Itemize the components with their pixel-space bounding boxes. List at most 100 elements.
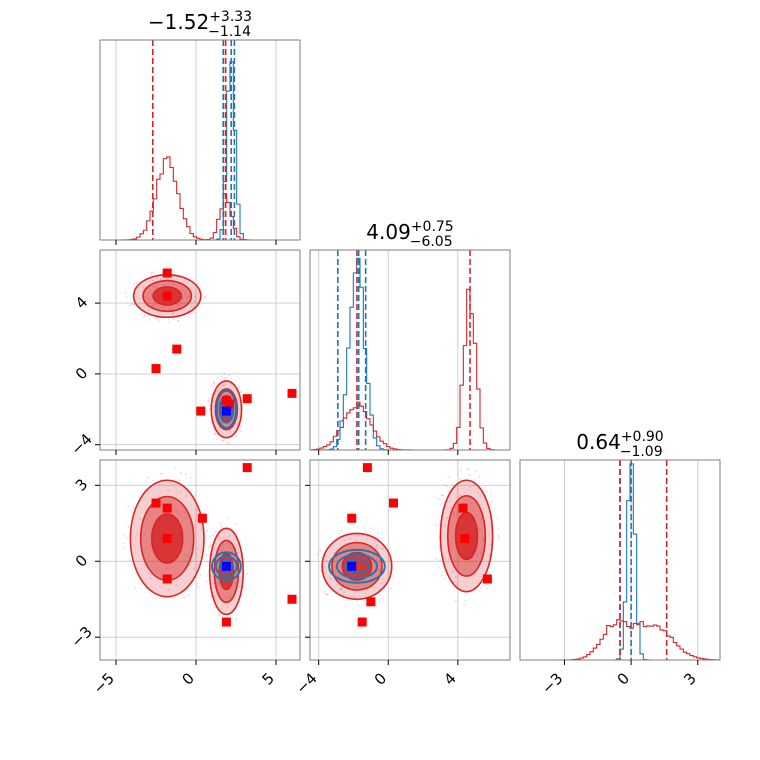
sample-point xyxy=(235,435,237,438)
sample-point xyxy=(226,606,229,608)
panel-title-2: 0.64+0.90 −1.09 xyxy=(576,429,663,460)
sample-point xyxy=(463,501,465,504)
x-tick-label: 4 xyxy=(440,669,459,688)
sample-point xyxy=(208,401,210,403)
sample-point xyxy=(182,297,184,299)
sample-point xyxy=(196,547,199,550)
sample-point xyxy=(172,307,175,310)
sample-point xyxy=(214,595,216,598)
sample-point xyxy=(219,613,221,616)
sample-point xyxy=(205,580,208,583)
sample-point xyxy=(375,545,378,548)
sample-point xyxy=(123,546,126,549)
sample-point xyxy=(216,389,219,392)
density-group xyxy=(316,463,500,627)
sample-point xyxy=(222,543,225,545)
sample-point xyxy=(464,599,467,602)
sample-point xyxy=(211,534,214,537)
sample-point xyxy=(474,470,477,473)
sample-point xyxy=(188,296,190,298)
sample-point xyxy=(377,568,380,571)
sample-point xyxy=(216,582,219,585)
sample-point xyxy=(130,302,133,305)
sample-point xyxy=(214,397,217,400)
histogram-group xyxy=(520,460,720,660)
sample-point xyxy=(210,421,213,423)
sample-point xyxy=(178,479,181,482)
sample-point xyxy=(348,537,351,540)
sample-point xyxy=(227,545,229,547)
sample-point xyxy=(229,534,231,537)
sample-point xyxy=(356,525,359,528)
sample-point xyxy=(162,284,165,287)
sample-point xyxy=(228,596,231,598)
sample-point xyxy=(155,317,158,320)
sample-point xyxy=(150,273,153,276)
sample-point xyxy=(135,281,138,284)
sample-point xyxy=(213,586,216,589)
red-marker xyxy=(242,463,252,473)
sample-point xyxy=(475,514,478,517)
sample-point xyxy=(447,558,450,560)
sample-point xyxy=(438,545,441,548)
title-minus: −6.05 xyxy=(410,234,453,250)
sample-point xyxy=(216,585,219,587)
sample-point xyxy=(217,535,220,538)
sample-point xyxy=(482,585,485,588)
sample-point xyxy=(497,537,500,540)
sample-point xyxy=(193,567,196,570)
sample-point xyxy=(443,577,446,580)
sample-point xyxy=(497,535,500,537)
x-tick-label: −3 xyxy=(538,669,566,697)
red-marker xyxy=(162,533,172,543)
red-marker xyxy=(242,394,252,404)
sample-point xyxy=(138,297,141,300)
sample-point xyxy=(124,292,127,295)
sample-point xyxy=(466,560,468,563)
sample-point xyxy=(452,570,455,573)
red-marker xyxy=(388,498,398,508)
sample-point xyxy=(343,591,345,594)
histogram-group xyxy=(310,250,510,450)
sample-point xyxy=(469,486,472,489)
diagonal-panel-2: 0.64+0.90 −1.09 xyxy=(519,429,721,661)
red-marker xyxy=(221,617,231,627)
sample-point xyxy=(136,533,139,535)
sample-point xyxy=(478,589,480,592)
sample-point xyxy=(240,390,243,393)
sample-point xyxy=(479,587,482,589)
red-marker xyxy=(162,503,172,513)
sample-point xyxy=(207,546,210,549)
sample-point xyxy=(443,484,446,486)
sample-point xyxy=(148,318,151,321)
sample-point xyxy=(217,614,220,617)
sample-point xyxy=(319,549,322,552)
sample-point xyxy=(180,309,183,312)
sample-point xyxy=(244,588,247,590)
sample-point xyxy=(210,575,213,577)
sample-point xyxy=(456,583,459,585)
sample-point xyxy=(134,537,137,539)
sample-point xyxy=(459,478,462,481)
sample-point xyxy=(205,554,208,557)
sample-point xyxy=(377,561,380,564)
red-marker xyxy=(197,513,207,523)
sample-point xyxy=(345,605,347,608)
scatter-panel-2-0 xyxy=(99,459,301,661)
sample-point xyxy=(153,285,156,288)
sample-point xyxy=(238,385,240,388)
sample-point xyxy=(223,531,226,534)
sample-point xyxy=(364,530,367,533)
sample-point xyxy=(222,438,225,441)
title-minus: −1.14 xyxy=(208,24,251,40)
sample-point xyxy=(220,544,223,547)
sample-point xyxy=(149,577,152,579)
sample-point xyxy=(197,586,200,588)
sample-point xyxy=(235,548,238,551)
sample-point xyxy=(127,525,130,528)
sample-point xyxy=(323,557,326,560)
sample-point xyxy=(179,491,182,493)
sample-point xyxy=(204,297,207,300)
sample-point xyxy=(357,604,360,607)
